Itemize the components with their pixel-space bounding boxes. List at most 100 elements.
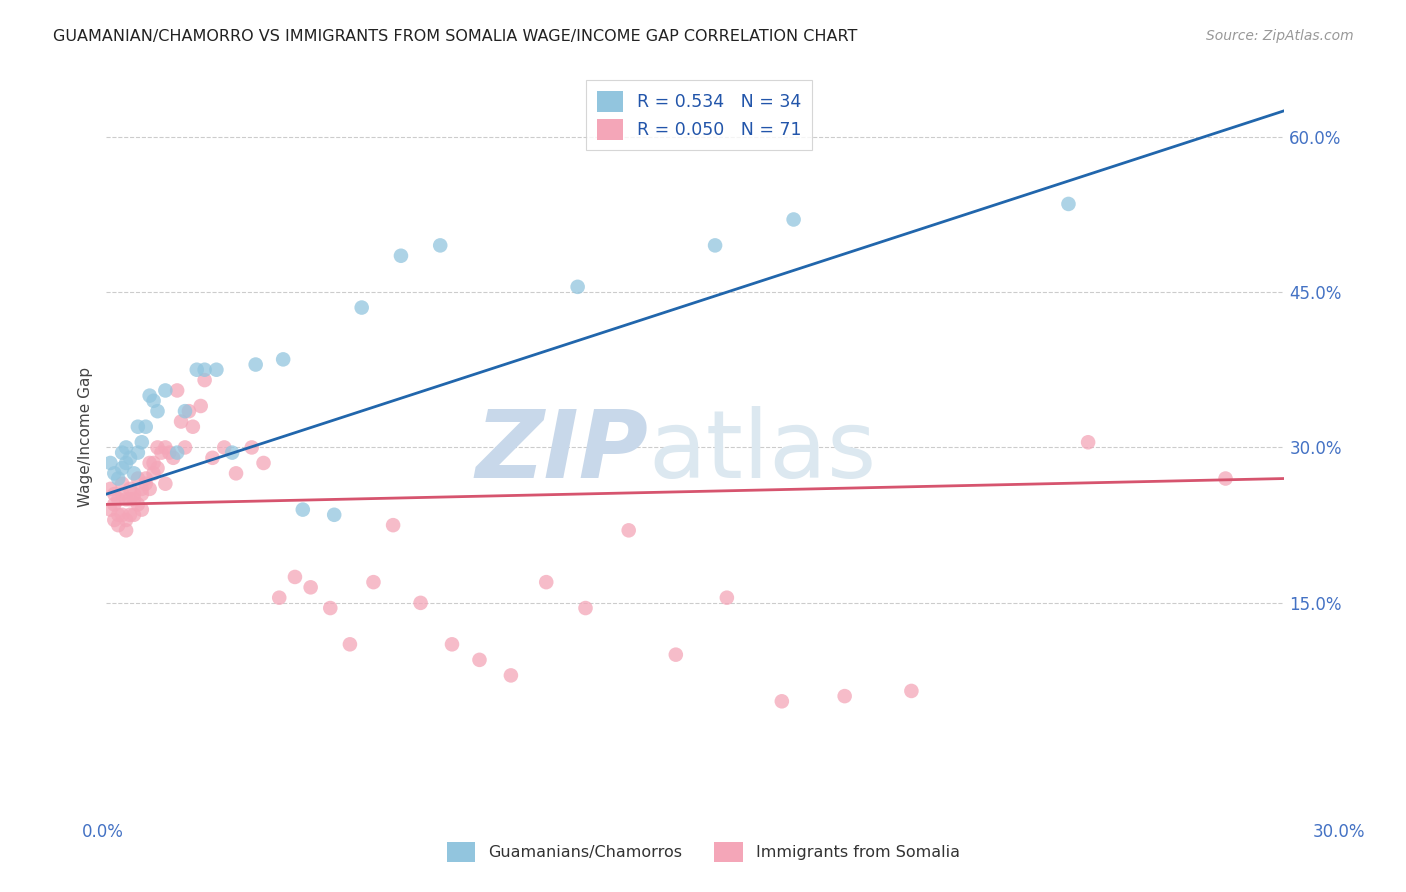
Point — [100, 482, 122, 496]
Point — [174, 441, 197, 455]
Point — [269, 591, 291, 605]
Point — [291, 502, 314, 516]
Point — [135, 476, 157, 491]
Point — [155, 441, 177, 455]
Point — [127, 445, 149, 459]
Point — [138, 456, 160, 470]
Point — [162, 450, 184, 465]
Point — [122, 508, 145, 522]
Point — [194, 373, 217, 387]
Point — [240, 441, 263, 455]
Point — [111, 476, 134, 491]
Point — [574, 601, 596, 615]
Point — [103, 467, 125, 481]
Point — [468, 653, 491, 667]
Point — [536, 575, 558, 590]
Point — [770, 694, 793, 708]
Point — [389, 249, 412, 263]
Point — [382, 518, 405, 533]
Point — [166, 445, 188, 459]
Point — [111, 508, 134, 522]
Point — [214, 441, 236, 455]
Point — [115, 492, 138, 507]
Point — [115, 456, 138, 470]
Point — [339, 637, 361, 651]
Point — [271, 352, 294, 367]
Point — [150, 445, 173, 459]
Point — [146, 461, 169, 475]
Point — [127, 471, 149, 485]
Point — [138, 389, 160, 403]
Point — [100, 456, 122, 470]
Point — [122, 492, 145, 507]
Point — [135, 471, 157, 485]
Point — [205, 362, 228, 376]
Text: GUAMANIAN/CHAMORRO VS IMMIGRANTS FROM SOMALIA WAGE/INCOME GAP CORRELATION CHART: GUAMANIAN/CHAMORRO VS IMMIGRANTS FROM SO… — [53, 29, 858, 44]
Legend: R = 0.534   N = 34, R = 0.050   N = 71: R = 0.534 N = 34, R = 0.050 N = 71 — [586, 80, 811, 151]
Point — [111, 445, 134, 459]
Point — [107, 518, 129, 533]
Point — [617, 524, 640, 538]
Point — [142, 467, 165, 481]
Point — [429, 238, 451, 252]
Point — [118, 508, 141, 522]
Point — [1215, 471, 1237, 485]
Point — [146, 441, 169, 455]
Point — [704, 238, 727, 252]
Point — [118, 482, 141, 496]
Point — [107, 508, 129, 522]
Point — [782, 212, 804, 227]
Point — [174, 404, 197, 418]
Point — [127, 498, 149, 512]
Text: Source: ZipAtlas.com: Source: ZipAtlas.com — [1206, 29, 1354, 43]
Point — [103, 513, 125, 527]
Point — [1057, 197, 1080, 211]
Point — [131, 487, 153, 501]
Point — [115, 441, 138, 455]
Point — [245, 358, 267, 372]
Point — [100, 502, 122, 516]
Point — [118, 492, 141, 507]
Point — [111, 487, 134, 501]
Point — [157, 445, 180, 459]
Point — [201, 450, 224, 465]
Point — [716, 591, 738, 605]
Point — [409, 596, 432, 610]
Point — [115, 524, 138, 538]
Point — [567, 280, 589, 294]
Point — [127, 419, 149, 434]
Point — [146, 404, 169, 418]
Point — [299, 580, 322, 594]
Point — [186, 362, 208, 376]
Point — [142, 393, 165, 408]
Point — [115, 513, 138, 527]
Text: atlas: atlas — [648, 406, 876, 498]
Point — [1077, 435, 1099, 450]
Point — [138, 482, 160, 496]
Point — [122, 467, 145, 481]
Point — [900, 684, 922, 698]
Point — [155, 476, 177, 491]
Point — [323, 508, 346, 522]
Point — [107, 492, 129, 507]
Point — [499, 668, 522, 682]
Point — [166, 384, 188, 398]
Text: ZIP: ZIP — [475, 406, 648, 498]
Text: 0.0%: 0.0% — [82, 822, 124, 840]
Point — [363, 575, 385, 590]
Point — [170, 415, 193, 429]
Point — [190, 399, 212, 413]
Point — [131, 482, 153, 496]
Point — [131, 502, 153, 516]
Point — [103, 498, 125, 512]
Point — [118, 450, 141, 465]
Point — [834, 689, 856, 703]
Legend: Guamanians/Chamorros, Immigrants from Somalia: Guamanians/Chamorros, Immigrants from So… — [440, 836, 966, 868]
Point — [225, 467, 247, 481]
Text: 30.0%: 30.0% — [1312, 822, 1365, 840]
Point — [319, 601, 342, 615]
Point — [142, 456, 165, 470]
Point — [252, 456, 274, 470]
Point — [135, 419, 157, 434]
Point — [665, 648, 688, 662]
